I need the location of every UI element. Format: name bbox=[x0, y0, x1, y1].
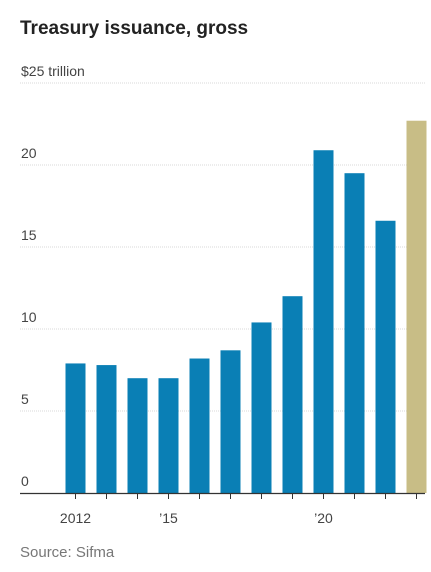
bar-2016 bbox=[189, 358, 210, 493]
y-tick-label: 10 bbox=[21, 309, 37, 325]
y-axis-ticks: 0 5 10 15 20 $25 trillion bbox=[21, 63, 85, 489]
y-tick-label: 5 bbox=[21, 391, 29, 407]
bar-2019 bbox=[282, 296, 303, 493]
bar-2021 bbox=[344, 173, 365, 493]
bar-2023 bbox=[406, 120, 427, 493]
bar-2020 bbox=[313, 150, 334, 494]
bar-2013 bbox=[96, 365, 117, 493]
bar-2018 bbox=[251, 322, 272, 493]
bar-2017 bbox=[220, 350, 241, 493]
bar-2012 bbox=[65, 363, 86, 493]
bar-2014 bbox=[127, 378, 148, 493]
y-tick-label: 20 bbox=[21, 145, 37, 161]
x-axis: 2012 ’15 ’20 bbox=[20, 492, 425, 526]
x-tick-label: ’15 bbox=[159, 510, 178, 526]
y-tick-label: $25 trillion bbox=[21, 63, 85, 79]
bars bbox=[65, 120, 427, 494]
source-note: Source: Sifma bbox=[20, 544, 115, 561]
y-tick-label: 0 bbox=[21, 473, 29, 489]
x-tick-label: ’20 bbox=[314, 510, 333, 526]
x-tick-label: 2012 bbox=[60, 510, 91, 526]
y-tick-label: 15 bbox=[21, 227, 37, 243]
bar-2015 bbox=[158, 378, 179, 493]
chart-title: Treasury issuance, gross bbox=[20, 18, 249, 39]
bar-2022 bbox=[375, 220, 396, 493]
